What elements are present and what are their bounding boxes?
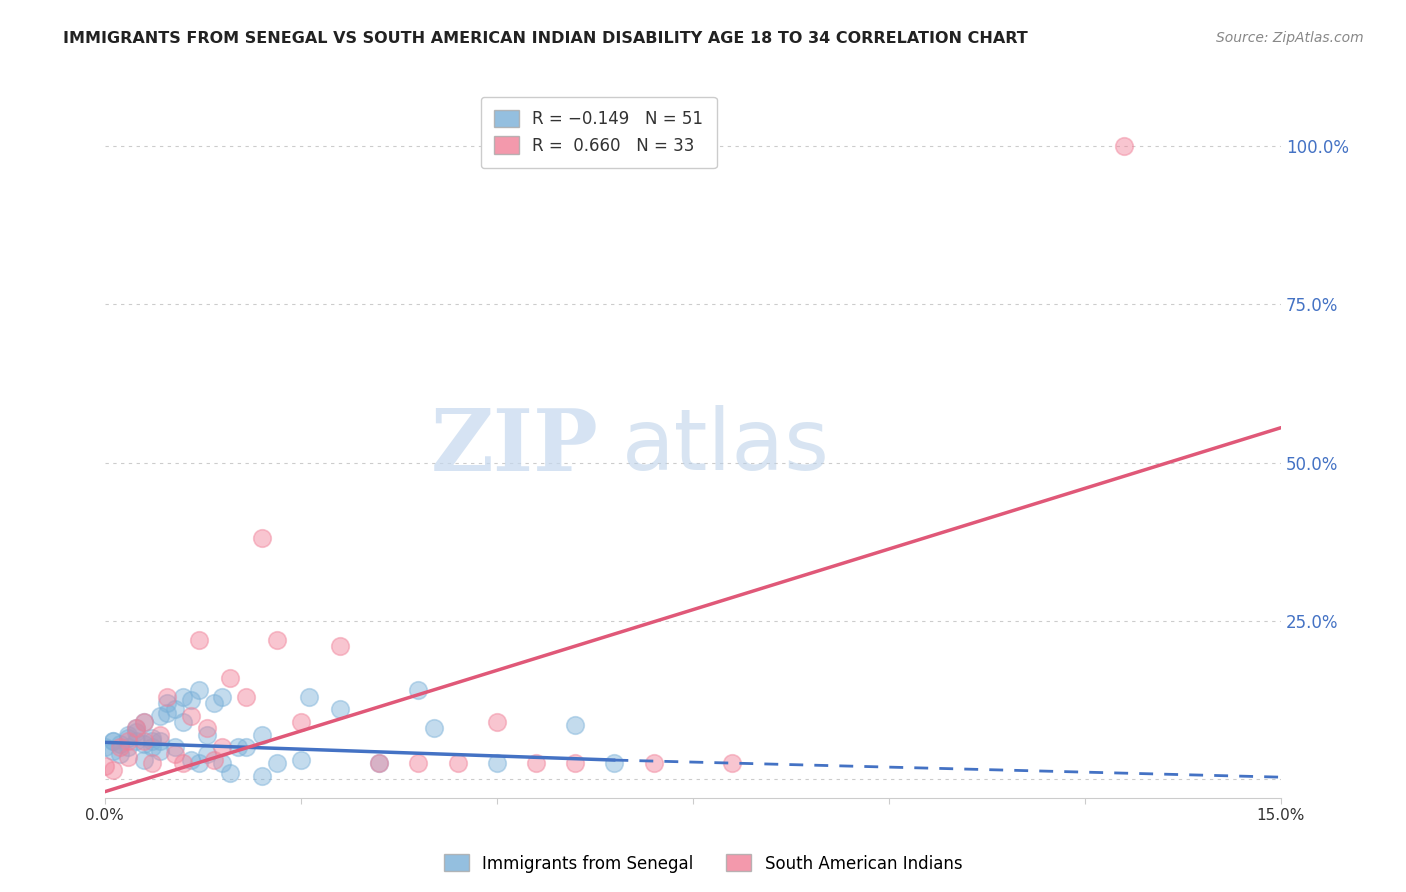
Point bbox=[148, 734, 170, 748]
Text: IMMIGRANTS FROM SENEGAL VS SOUTH AMERICAN INDIAN DISABILITY AGE 18 TO 34 CORRELA: IMMIGRANTS FROM SENEGAL VS SOUTH AMERICA… bbox=[63, 31, 1028, 46]
Text: atlas: atlas bbox=[623, 405, 830, 488]
Point bbox=[101, 734, 124, 748]
Point bbox=[141, 731, 163, 745]
Point bbox=[93, 740, 115, 755]
Point bbox=[603, 756, 626, 771]
Point bbox=[132, 737, 155, 751]
Point bbox=[110, 747, 132, 761]
Point bbox=[148, 728, 170, 742]
Text: ZIP: ZIP bbox=[432, 405, 599, 489]
Point bbox=[180, 753, 202, 767]
Point bbox=[165, 747, 187, 761]
Point bbox=[101, 763, 124, 777]
Point bbox=[721, 756, 744, 771]
Point bbox=[329, 702, 352, 716]
Point bbox=[485, 715, 508, 730]
Point bbox=[156, 696, 179, 710]
Point bbox=[290, 753, 312, 767]
Point bbox=[219, 765, 242, 780]
Point bbox=[110, 740, 132, 755]
Point bbox=[329, 639, 352, 653]
Point bbox=[266, 632, 288, 647]
Point bbox=[101, 734, 124, 748]
Point bbox=[141, 734, 163, 748]
Point bbox=[187, 683, 209, 698]
Point bbox=[211, 690, 233, 704]
Point bbox=[368, 756, 391, 771]
Point bbox=[156, 690, 179, 704]
Point bbox=[266, 756, 288, 771]
Point bbox=[148, 743, 170, 757]
Point bbox=[165, 740, 187, 755]
Point bbox=[564, 718, 586, 732]
Point bbox=[204, 753, 226, 767]
Point bbox=[125, 722, 148, 736]
Point bbox=[226, 740, 249, 755]
Point bbox=[141, 740, 163, 755]
Point bbox=[235, 690, 257, 704]
Point bbox=[117, 731, 139, 745]
Point bbox=[148, 708, 170, 723]
Point bbox=[132, 734, 155, 748]
Point bbox=[180, 693, 202, 707]
Point bbox=[195, 747, 218, 761]
Point bbox=[117, 750, 139, 764]
Point bbox=[125, 734, 148, 748]
Point bbox=[101, 743, 124, 757]
Point bbox=[110, 737, 132, 751]
Text: Source: ZipAtlas.com: Source: ZipAtlas.com bbox=[1216, 31, 1364, 45]
Point bbox=[117, 740, 139, 755]
Point bbox=[195, 728, 218, 742]
Point bbox=[195, 722, 218, 736]
Point bbox=[132, 753, 155, 767]
Point bbox=[117, 734, 139, 748]
Point bbox=[125, 722, 148, 736]
Point bbox=[643, 756, 665, 771]
Point bbox=[408, 683, 430, 698]
Point bbox=[564, 756, 586, 771]
Point bbox=[446, 756, 468, 771]
Point bbox=[172, 756, 194, 771]
Point bbox=[204, 696, 226, 710]
Point bbox=[250, 532, 273, 546]
Point bbox=[1114, 139, 1136, 153]
Point bbox=[211, 740, 233, 755]
Legend: Immigrants from Senegal, South American Indians: Immigrants from Senegal, South American … bbox=[437, 847, 969, 880]
Point bbox=[172, 715, 194, 730]
Point bbox=[219, 671, 242, 685]
Point bbox=[211, 756, 233, 771]
Point bbox=[132, 715, 155, 730]
Point bbox=[156, 706, 179, 720]
Legend: R = −0.149   N = 51, R =  0.660   N = 33: R = −0.149 N = 51, R = 0.660 N = 33 bbox=[481, 96, 717, 168]
Point bbox=[524, 756, 547, 771]
Point bbox=[485, 756, 508, 771]
Point bbox=[141, 756, 163, 771]
Point bbox=[290, 715, 312, 730]
Point bbox=[250, 728, 273, 742]
Point bbox=[423, 722, 446, 736]
Point bbox=[132, 715, 155, 730]
Point bbox=[93, 759, 115, 773]
Point bbox=[187, 756, 209, 771]
Point bbox=[297, 690, 319, 704]
Point bbox=[368, 756, 391, 771]
Point bbox=[165, 702, 187, 716]
Point bbox=[408, 756, 430, 771]
Point bbox=[180, 708, 202, 723]
Point bbox=[172, 690, 194, 704]
Point bbox=[235, 740, 257, 755]
Point bbox=[250, 769, 273, 783]
Point bbox=[117, 728, 139, 742]
Point bbox=[125, 724, 148, 739]
Point bbox=[187, 632, 209, 647]
